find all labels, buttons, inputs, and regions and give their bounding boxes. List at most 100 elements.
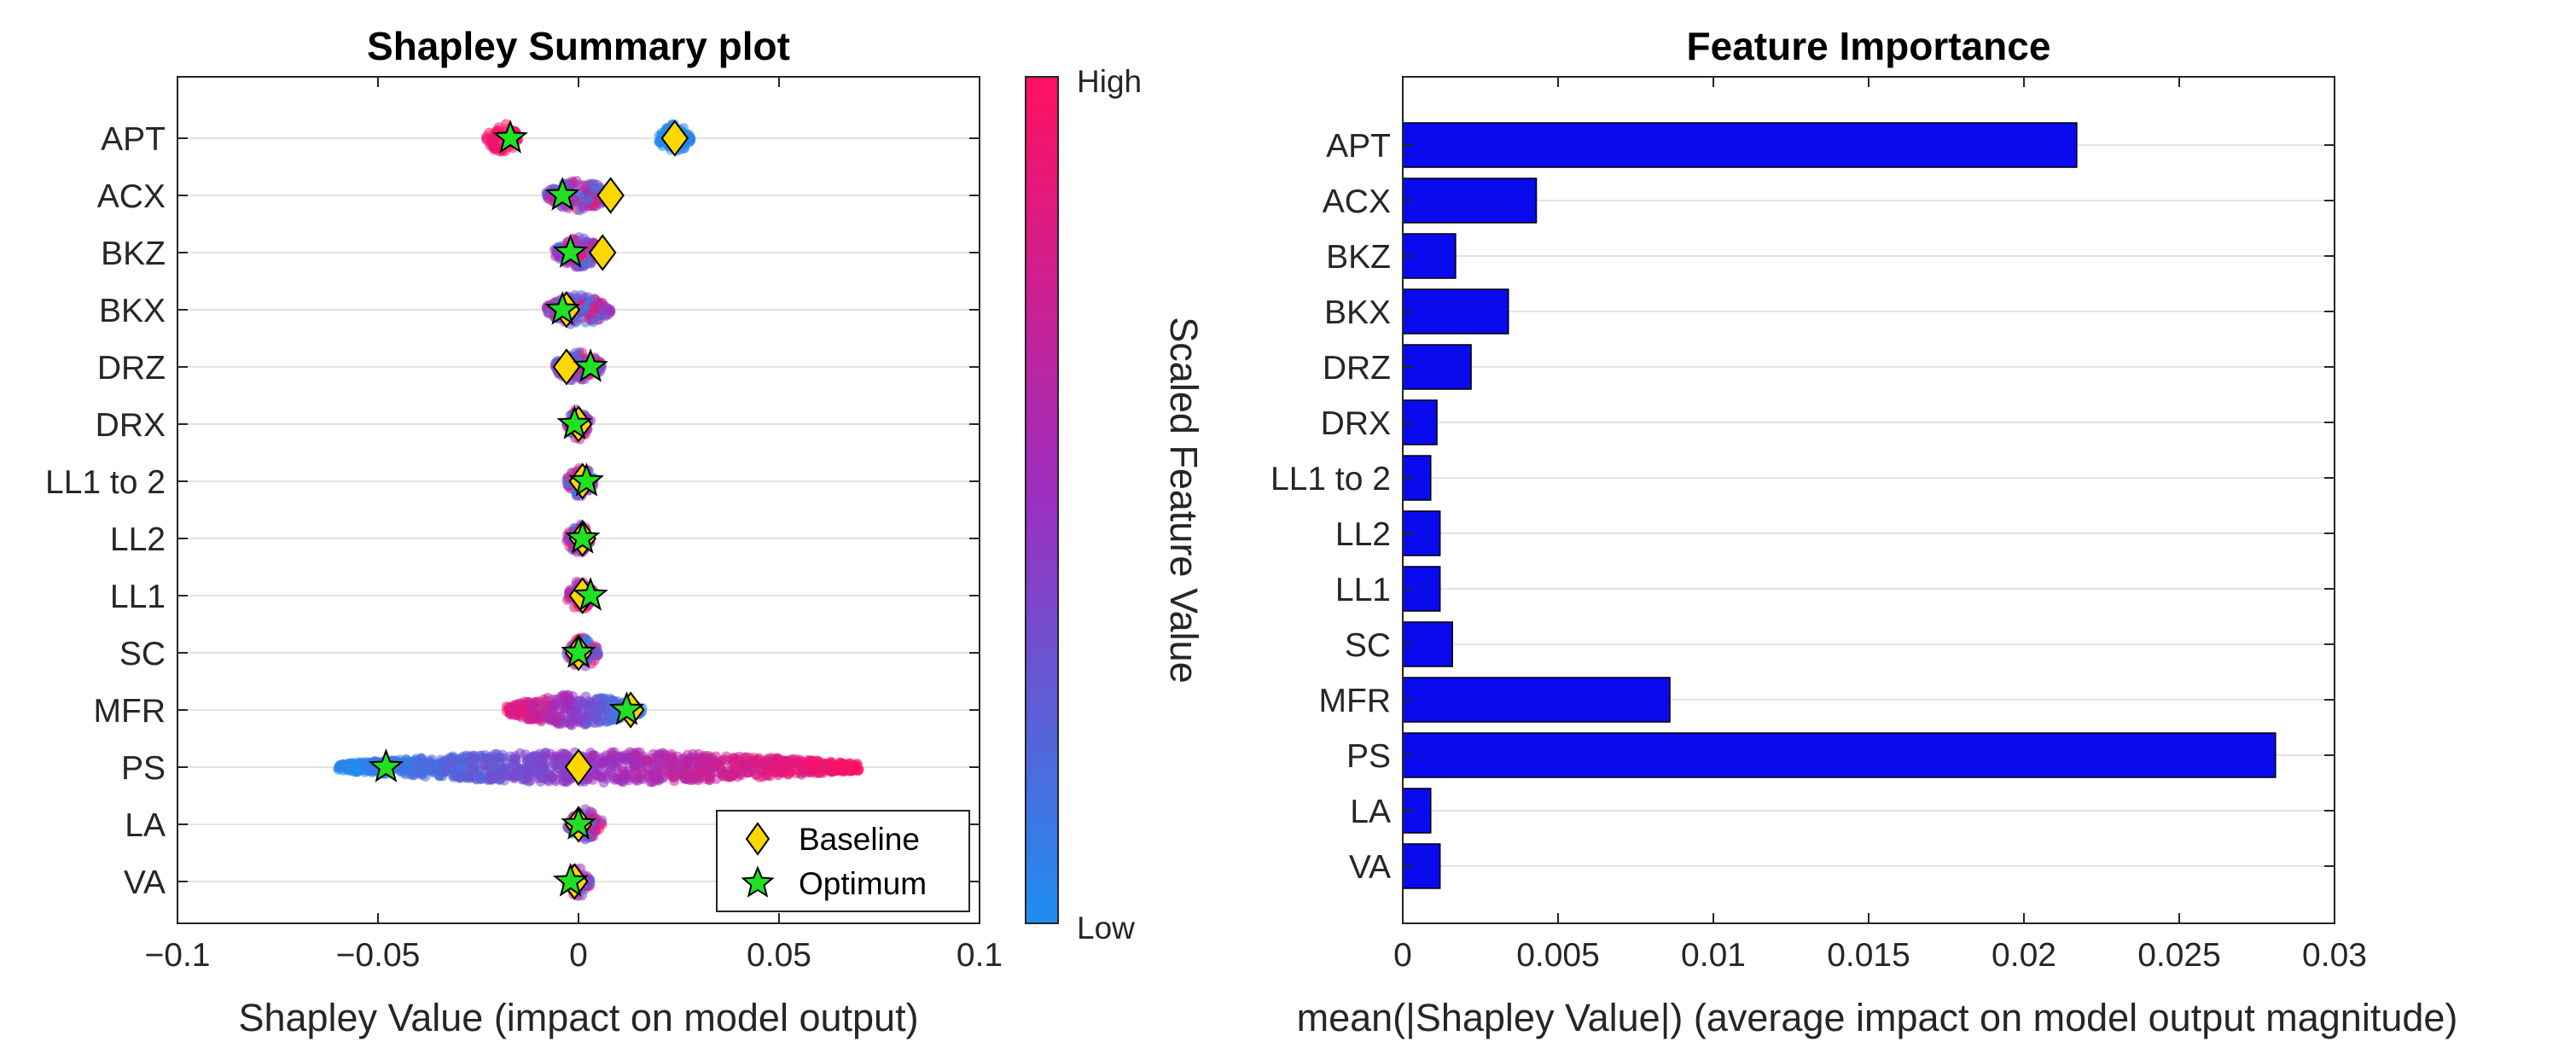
scatter-point — [527, 713, 538, 724]
optimum-marker — [368, 748, 404, 783]
optimum-marker — [561, 634, 596, 668]
scatter-point — [559, 717, 570, 728]
scatter-point — [579, 719, 590, 730]
scatter-point — [645, 777, 656, 788]
left-y-tick-label: PS — [121, 750, 166, 787]
scatter-point — [508, 701, 519, 712]
scatter-point — [579, 203, 589, 213]
scatter-point — [541, 695, 551, 707]
scatter-point — [535, 769, 546, 780]
right-plot-frame — [1402, 76, 2335, 924]
scatter-point — [653, 763, 664, 773]
left-y-tick-label: ACX — [97, 178, 166, 215]
right-x-axis-label: mean(|Shapley Value|) (average impact on… — [1297, 996, 2458, 1039]
colorbar: High Low Scaled Feature Value — [1025, 64, 1206, 946]
left-x-tick-label: −0.1 — [145, 937, 211, 974]
scatter-point — [667, 755, 678, 766]
baseline-marker — [564, 748, 593, 786]
scatter-point — [522, 765, 533, 776]
scatter-point — [605, 304, 616, 315]
left-legend: Baseline Optimum — [716, 810, 970, 912]
scatter-point — [696, 765, 707, 777]
colorbar-axis-label: Scaled Feature Value — [1162, 317, 1206, 683]
scatter-point — [488, 772, 498, 783]
scatter-point — [571, 176, 582, 186]
scatter-point — [810, 759, 821, 770]
scatter-point — [594, 823, 604, 835]
scatter-point — [426, 764, 437, 775]
right-x-tick-label: 0.005 — [1516, 937, 1600, 974]
scatter-point — [573, 700, 584, 711]
optimum-marker — [556, 405, 593, 439]
scatter-point — [592, 647, 603, 658]
scatter-point — [352, 762, 363, 773]
right-bars — [1402, 122, 2277, 889]
baseline-marker — [588, 234, 617, 271]
left-y-tick-label: MFR — [94, 693, 166, 730]
optimum-marker — [544, 177, 581, 211]
scatter-point — [588, 185, 599, 196]
scatter-point — [362, 757, 373, 768]
left-chart-title: Shapley Summary plot — [367, 24, 790, 68]
scatter-point — [681, 767, 692, 778]
scatter-point — [796, 762, 806, 773]
optimum-marker — [561, 806, 596, 840]
left-x-tick-label: 0 — [569, 937, 588, 974]
scatter-point — [542, 193, 553, 203]
scatter-point — [537, 757, 548, 768]
scatter-point — [407, 757, 418, 768]
baseline-marker — [660, 119, 689, 157]
scatter-point — [508, 708, 518, 719]
legend-optimum-swatch — [741, 865, 775, 898]
right-y-tick-label: LL1 to 2 — [1271, 461, 1391, 497]
colorbar-low-label: Low — [1077, 911, 1135, 946]
scatter-point — [590, 760, 600, 771]
left-y-tick-label: LL1 — [110, 579, 166, 615]
left-y-tick-label: DRZ — [97, 350, 166, 387]
scatter-point — [786, 765, 797, 777]
scatter-point — [455, 771, 466, 783]
scatter-point — [628, 758, 639, 768]
right-y-tick-label: PS — [1346, 738, 1391, 775]
scatter-point — [590, 769, 602, 780]
left-x-tick-label: 0.05 — [747, 937, 811, 974]
left-y-tick-label: DRX — [96, 407, 166, 444]
right-y-tick-label: APT — [1326, 128, 1391, 165]
feature-importance-chart: Feature Importance APT ACX BKZ BKX DRZ DRX LL1… — [1271, 24, 2457, 1039]
legend-items: Baseline Optimum — [741, 822, 927, 901]
right-y-axis: APT ACX BKZ BKX DRZ DRX LL1 to 2 LL2 LL1 SC MFR PS L… — [1271, 128, 2335, 886]
legend-optimum-label: Optimum — [799, 866, 927, 901]
right-x-tick-label: 0.01 — [1681, 937, 1746, 974]
scatter-point — [759, 767, 770, 778]
scatter-point — [772, 762, 783, 773]
scatter-point — [580, 259, 591, 270]
left-y-tick-label: VA — [124, 864, 166, 901]
scatter-point — [663, 765, 674, 777]
scatter-point — [577, 347, 588, 358]
right-y-tick-label: VA — [1349, 849, 1391, 886]
scatter-point — [569, 290, 580, 300]
left-y-tick-label: BKZ — [101, 236, 166, 272]
right-y-tick-label: SC — [1345, 627, 1391, 664]
scatter-point — [707, 754, 718, 765]
scatter-point — [599, 756, 610, 767]
left-y-tick-label: LA — [125, 807, 166, 844]
left-y-axis: APT ACX BKZ BKX DRZ DRX LL1 to 2 LL2 LL1 SC MFR PS L… — [45, 121, 980, 901]
optimum-marker — [492, 119, 528, 154]
importance-bar — [1402, 732, 2277, 778]
scatter-point — [842, 760, 853, 771]
right-y-tick-label: ACX — [1323, 183, 1391, 220]
scatter-point — [546, 761, 557, 772]
scatter-point — [528, 698, 539, 709]
right-x-axis: 0 0.005 0.01 0.015 0.02 0.025 0.03 — [1393, 77, 2367, 974]
optimum-marker — [608, 691, 645, 725]
optimum-marker — [552, 863, 589, 897]
optimum-marker — [568, 463, 605, 497]
scatter-point — [721, 751, 732, 762]
scatter-point — [583, 309, 594, 320]
left-scatter-points — [333, 119, 864, 901]
legend-baseline-label: Baseline — [799, 822, 920, 857]
scatter-point — [519, 696, 530, 707]
importance-bar — [1402, 233, 1457, 279]
right-y-tick-label: LL2 — [1335, 516, 1391, 553]
